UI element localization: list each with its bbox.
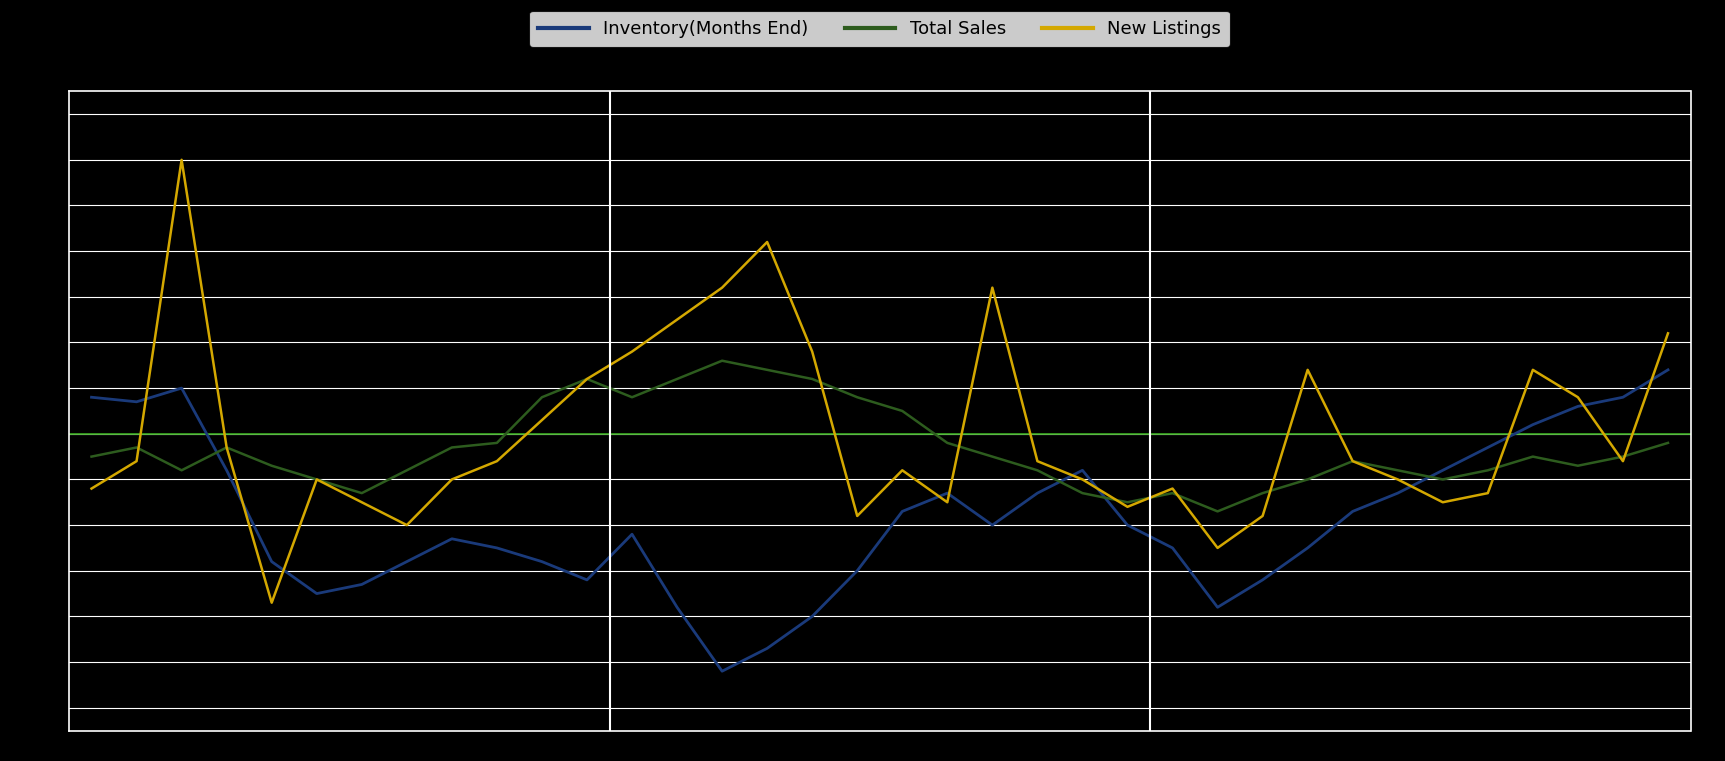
Legend: Inventory(Months End), Total Sales, New Listings: Inventory(Months End), Total Sales, New … (530, 11, 1230, 47)
